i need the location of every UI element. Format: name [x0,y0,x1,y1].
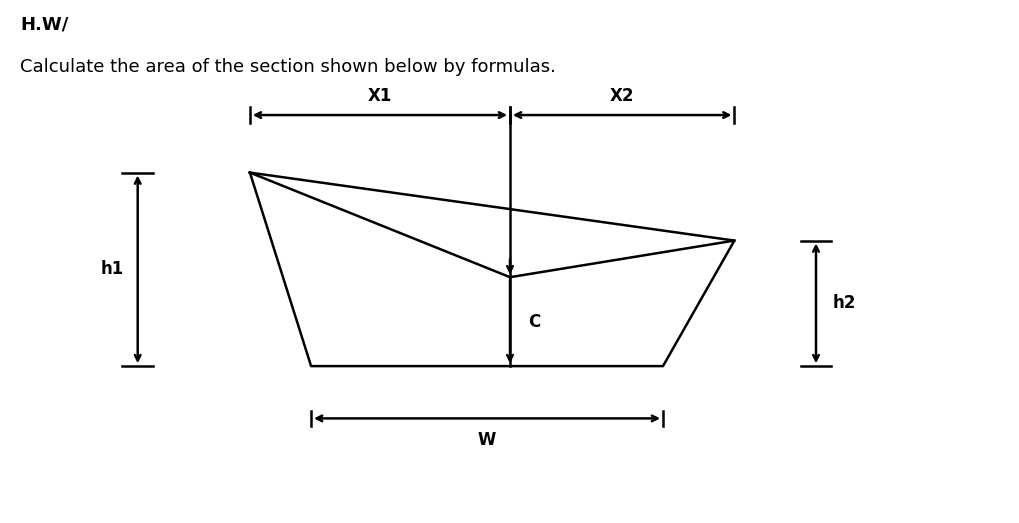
Text: C: C [528,313,540,331]
Text: X1: X1 [368,87,391,105]
Text: Calculate the area of the section shown below by formulas.: Calculate the area of the section shown … [20,58,555,75]
Text: H.W/: H.W/ [20,16,68,33]
Text: h1: h1 [101,260,123,278]
Text: h2: h2 [833,294,855,312]
Text: X2: X2 [609,87,634,105]
Text: W: W [477,431,496,449]
